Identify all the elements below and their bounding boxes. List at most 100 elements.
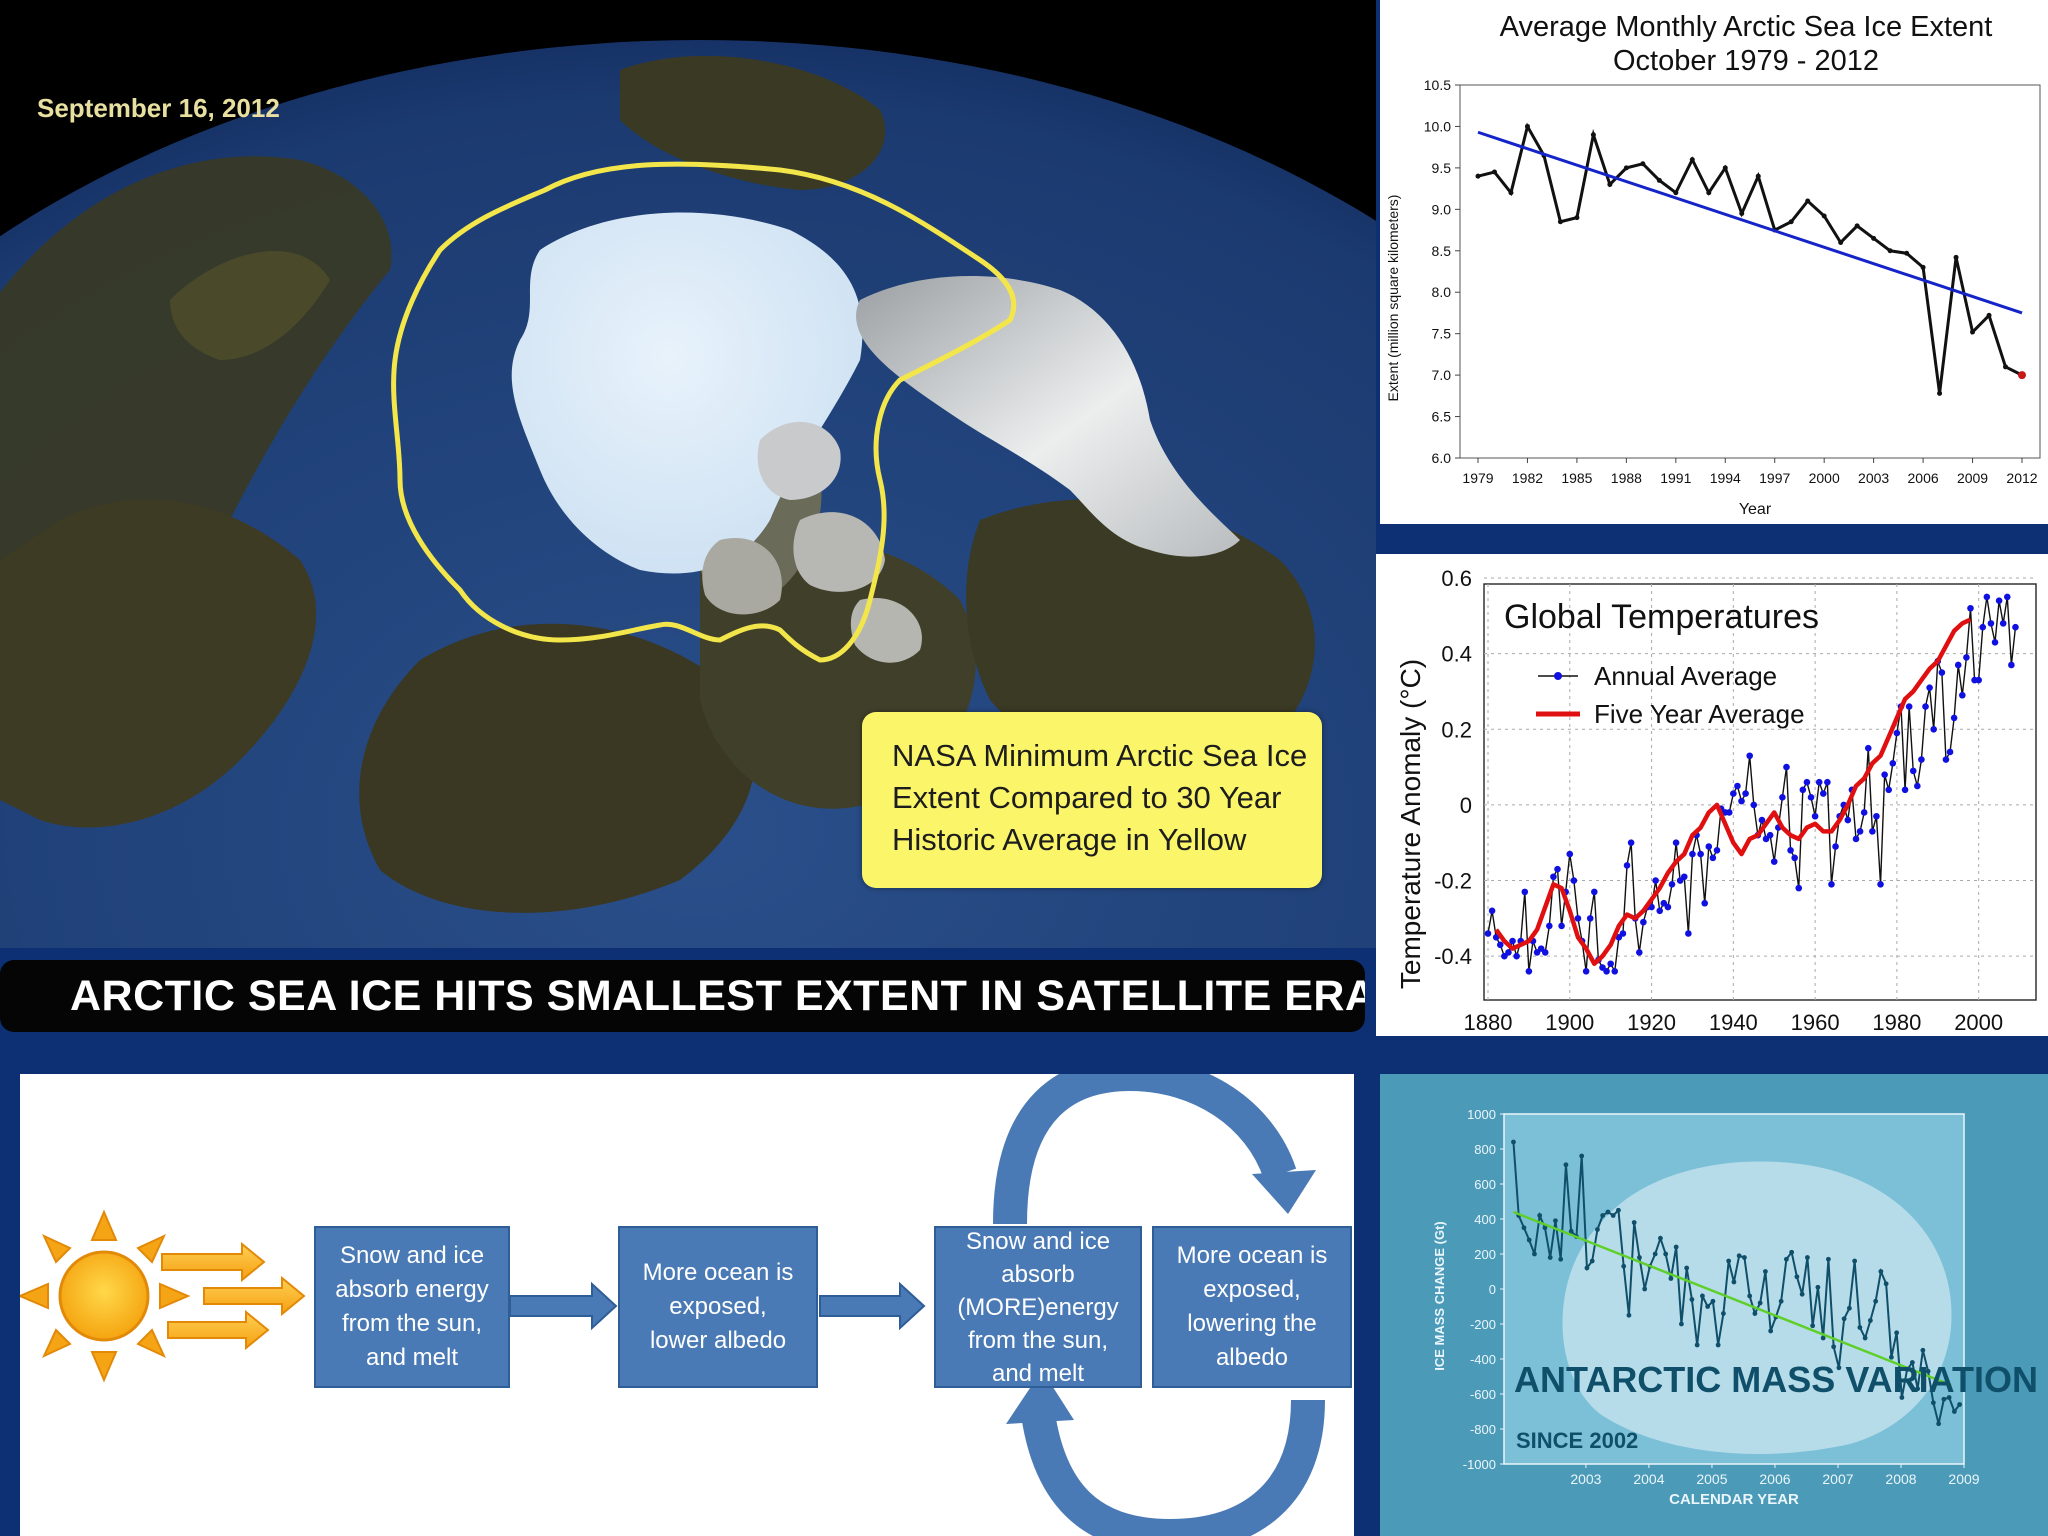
mass-change-point <box>1825 1256 1831 1262</box>
x-tick-label: 1985 <box>1561 470 1592 486</box>
headline-bar: ARCTIC SEA ICE HITS SMALLEST EXTENT IN S… <box>0 960 1365 1032</box>
mass-change-point <box>1605 1209 1611 1215</box>
annual-average-point <box>1828 881 1835 888</box>
annual-average-point <box>1799 786 1807 794</box>
mass-change-point <box>1589 1258 1595 1264</box>
annual-average-point <box>1779 794 1786 801</box>
mass-change-point <box>1568 1228 1574 1234</box>
mass-change-point <box>1820 1335 1826 1341</box>
flow-box-lowering-albedo: More ocean is exposed, lowering the albe… <box>1152 1226 1352 1388</box>
annual-average-point <box>1627 839 1635 847</box>
mass-change-point <box>1642 1286 1648 1292</box>
sea-ice-extent-chart: Average Monthly Arctic Sea Ice Extent Oc… <box>1385 11 2041 518</box>
mass-change-point <box>1957 1402 1963 1407</box>
annual-average-point <box>1656 907 1664 915</box>
annual-average-point <box>1546 922 1553 930</box>
mass-change-point <box>1511 1139 1516 1145</box>
mass-change-point <box>1610 1213 1616 1218</box>
annual-average-point <box>1901 786 1909 794</box>
mass-change-point <box>1736 1253 1742 1259</box>
flow-box-line: lowering the <box>1187 1310 1317 1337</box>
y-tick-label: -800 <box>1470 1422 1496 1437</box>
extent-point <box>1953 254 1959 260</box>
flow-box-line: lower albedo <box>649 1327 787 1354</box>
annual-average-point <box>1864 744 1872 752</box>
extent-point <box>1904 250 1910 256</box>
annual-average-point <box>1680 873 1688 881</box>
annual-average-point <box>1513 952 1520 960</box>
x-tick-label: 2000 <box>1954 1010 2003 1035</box>
mass-change-point <box>1752 1311 1758 1316</box>
mass-change-point <box>1909 1360 1915 1365</box>
annual-average-point <box>1787 846 1794 854</box>
x-tick-label: 1997 <box>1759 470 1790 486</box>
y-tick-label: 1000 <box>1467 1107 1496 1122</box>
mass-change-point <box>1526 1237 1532 1243</box>
x-tick-label: 1991 <box>1660 470 1691 486</box>
flow-box-line: (MORE)energy <box>957 1293 1119 1321</box>
annual-average-point <box>1607 960 1614 968</box>
global-temperatures-chart: Temperature Anomaly (°C) 0.6 0.4 0.2 0 -0.2 -… <box>1395 566 2037 1035</box>
annual-average-point <box>2003 593 2011 601</box>
annual-average-point <box>1950 714 1958 722</box>
x-tick-label: 2006 <box>1759 1471 1790 1487</box>
annual-average-point <box>1554 865 1561 873</box>
annual-average-point <box>1909 767 1917 775</box>
annual-average-point <box>1611 968 1619 975</box>
annual-average-point <box>1619 930 1627 937</box>
x-tick-label: 1900 <box>1545 1010 1594 1035</box>
annual-average-point <box>1938 669 1946 676</box>
mass-change-point <box>1804 1255 1810 1260</box>
extent-point <box>1689 157 1695 163</box>
extent-point <box>1755 173 1761 179</box>
mass-change-point <box>1941 1396 1947 1402</box>
mass-change-point <box>1925 1368 1931 1374</box>
annual-average-point <box>1791 854 1798 862</box>
flow-box-line: absorb energy <box>335 1276 489 1303</box>
mass-change-point <box>1815 1284 1821 1290</box>
annual-average-point <box>1746 752 1753 760</box>
flow-box-line: Snow and ice <box>965 1227 1111 1255</box>
extent-point <box>1871 235 1877 241</box>
y-tick-label: 9.0 <box>1432 201 1452 217</box>
annual-average-point <box>1509 937 1516 945</box>
annual-average-point <box>1738 797 1745 805</box>
x-tick-label: 1880 <box>1464 1010 1513 1035</box>
annual-average-point <box>1963 654 1970 661</box>
mass-change-point <box>1652 1251 1658 1257</box>
annual-average-point <box>1783 763 1790 771</box>
mass-trend-line <box>1512 1210 1952 1387</box>
y-tick-label: 200 <box>1474 1247 1496 1262</box>
flow-box-line: from the sun, <box>341 1310 483 1337</box>
annual-average-point <box>1652 877 1659 884</box>
annual-average-point <box>1505 949 1512 956</box>
annual-average-point <box>1697 850 1704 858</box>
mass-change-point <box>1930 1400 1936 1406</box>
mass-change-point <box>1946 1395 1952 1400</box>
y-tick-label: 6.0 <box>1432 450 1452 466</box>
annual-average-point <box>1995 597 2003 604</box>
map-caption-line: NASA Minimum Arctic Sea Ice <box>892 738 1308 773</box>
y-tick-label: 0.6 <box>1441 566 1472 591</box>
annual-average-point <box>1954 661 1962 669</box>
plot-frame <box>1483 583 2037 1001</box>
mass-change-point <box>1616 1207 1621 1213</box>
x-tick-label: 1920 <box>1627 1010 1676 1035</box>
annual-average-point <box>1807 794 1815 801</box>
extent-point <box>1623 165 1629 171</box>
annual-average-point <box>1484 930 1492 937</box>
annual-average-point <box>1885 786 1893 794</box>
annual-average-line <box>1487 596 2017 974</box>
x-tick-label: 2005 <box>1696 1471 1727 1487</box>
annual-average-point <box>1521 888 1529 896</box>
five-year-average-line <box>1494 617 1972 966</box>
annual-average-point <box>1582 968 1590 975</box>
extent-series-line <box>1477 122 2023 394</box>
flow-box-line: Snow and ice <box>339 1242 485 1269</box>
plot-frame <box>1459 84 2041 459</box>
extent-point <box>1838 239 1844 245</box>
annual-average-point <box>1889 760 1897 767</box>
y-tick-label: -0.4 <box>1434 944 1472 969</box>
extent-point <box>1673 190 1679 196</box>
mass-change-point <box>1867 1318 1873 1323</box>
